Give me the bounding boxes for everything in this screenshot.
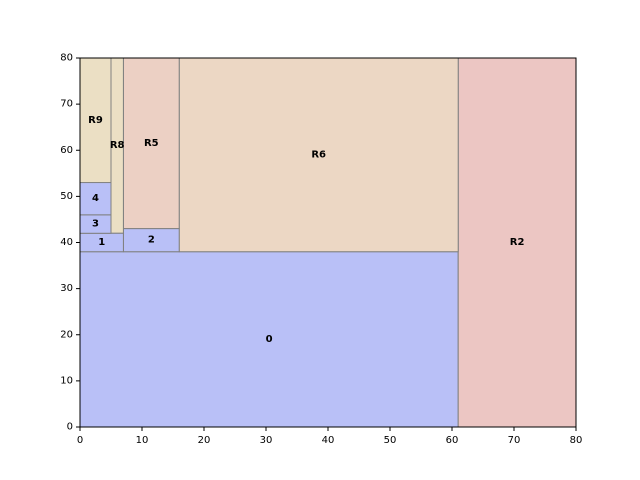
x-tick-label: 30 (260, 435, 273, 446)
x-tick-label: 0 (77, 435, 83, 446)
y-tick-label: 30 (60, 283, 73, 294)
treemap-rect-4 (79, 182, 112, 216)
treemap-label-3: 3 (92, 219, 99, 230)
y-tick-label: 70 (60, 99, 73, 110)
y-tick-label: 0 (67, 422, 73, 433)
treemap-label-0: 0 (266, 334, 273, 345)
treemap-label-r6: R6 (311, 149, 326, 160)
treemap-label-1: 1 (98, 237, 105, 248)
treemap-rects (79, 57, 577, 428)
y-tick-label: 40 (60, 237, 73, 248)
y-tick-label: 10 (60, 375, 73, 386)
x-tick-label: 10 (136, 435, 149, 446)
treemap-label-r5: R5 (144, 138, 159, 149)
treemap-label-4: 4 (92, 193, 99, 204)
x-tick-label: 50 (384, 435, 397, 446)
treemap-rect-0 (79, 251, 459, 428)
treemap-rect-r5 (122, 57, 180, 230)
treemap-rect-r9 (79, 57, 112, 184)
y-tick-label: 60 (60, 145, 73, 156)
y-axis: 0 10 20 30 40 50 60 70 80 (60, 53, 80, 433)
x-tick-label: 70 (508, 435, 521, 446)
y-tick-label: 50 (60, 191, 73, 202)
treemap-label-r2: R2 (510, 237, 525, 248)
x-tick-label: 20 (198, 435, 211, 446)
x-axis: 0 10 20 30 40 50 60 70 80 (77, 427, 583, 446)
x-tick-label: 60 (446, 435, 459, 446)
treemap-label-r8: R8 (110, 140, 125, 151)
treemap-label-2: 2 (148, 235, 155, 246)
y-tick-label: 20 (60, 329, 73, 340)
treemap-label-r9: R9 (88, 115, 103, 126)
y-tick-label: 80 (60, 53, 73, 64)
treemap-rect-r2 (457, 57, 577, 428)
treemap-labels: 0 R2 R6 R5 2 R8 1 3 4 R9 (88, 115, 524, 345)
x-tick-label: 40 (322, 435, 335, 446)
x-tick-label: 80 (570, 435, 583, 446)
